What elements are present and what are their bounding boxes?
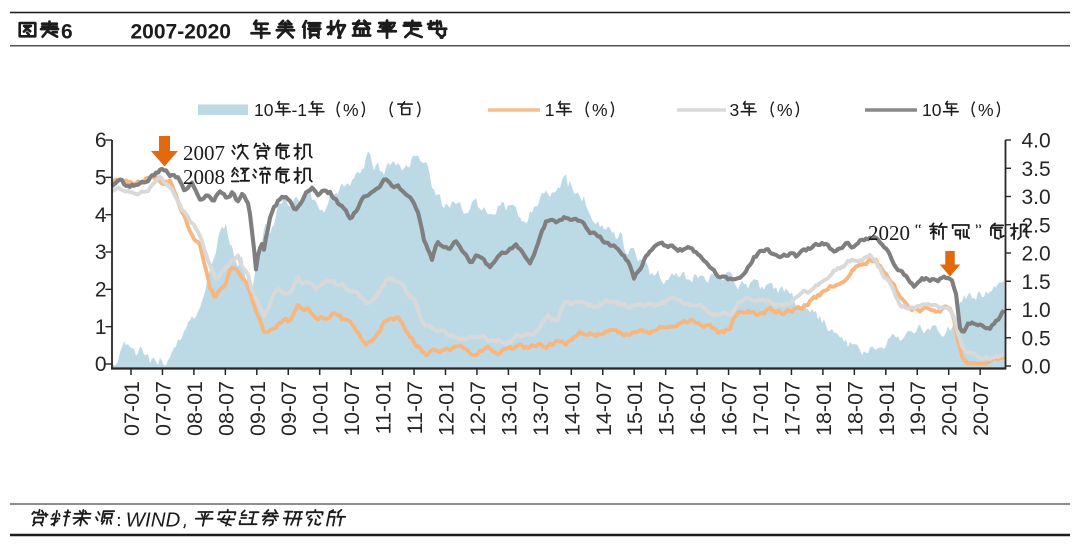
svg-text:11-01: 11-01 (372, 381, 396, 434)
svg-text:18-07: 18-07 (843, 381, 867, 436)
svg-text:1.5: 1.5 (1022, 271, 1051, 294)
svg-text:3.0: 3.0 (1022, 186, 1051, 209)
svg-text:1: 1 (545, 100, 555, 120)
svg-text:2007: 2007 (183, 141, 225, 165)
svg-text:1.0: 1.0 (1022, 299, 1051, 322)
svg-text:13-07: 13-07 (529, 381, 553, 436)
svg-text:%: % (592, 100, 608, 120)
svg-text:07-07: 07-07 (151, 381, 175, 436)
svg-text:2: 2 (95, 279, 107, 302)
svg-text:11-07: 11-07 (403, 381, 427, 434)
svg-text:15-01: 15-01 (623, 381, 647, 436)
svg-text:20-07: 20-07 (969, 381, 993, 436)
svg-text:10: 10 (254, 100, 274, 120)
svg-text:0: 0 (95, 353, 107, 376)
svg-text:12-07: 12-07 (466, 381, 490, 436)
svg-text:19-07: 19-07 (906, 381, 930, 436)
svg-text:14-07: 14-07 (592, 381, 616, 436)
svg-text:6: 6 (61, 21, 73, 44)
svg-text:0.0: 0.0 (1022, 356, 1051, 379)
svg-text:3.5: 3.5 (1022, 158, 1051, 181)
svg-text:2008: 2008 (183, 165, 225, 189)
svg-text:20-01: 20-01 (938, 381, 962, 436)
svg-text:2007-2020: 2007-2020 (131, 21, 231, 44)
svg-text:07-01: 07-01 (120, 381, 144, 436)
svg-text:%: % (777, 100, 793, 120)
svg-text:17-07: 17-07 (780, 381, 804, 436)
svg-text:12-01: 12-01 (435, 381, 459, 436)
svg-text:0.5: 0.5 (1022, 327, 1051, 350)
svg-text:08-07: 08-07 (214, 381, 238, 436)
svg-text:18-01: 18-01 (812, 381, 836, 436)
svg-text:14-01: 14-01 (560, 381, 584, 436)
svg-text:10: 10 (922, 100, 942, 120)
svg-text:5: 5 (95, 167, 107, 190)
svg-text:15-07: 15-07 (655, 381, 679, 436)
svg-text:10-01: 10-01 (309, 381, 333, 436)
svg-text:13-01: 13-01 (497, 381, 521, 436)
svg-text:2.0: 2.0 (1022, 243, 1051, 266)
svg-text:09-07: 09-07 (277, 381, 301, 436)
svg-text:4.0: 4.0 (1022, 130, 1051, 153)
svg-text:2.5: 2.5 (1022, 214, 1051, 237)
svg-text:-1: -1 (291, 100, 307, 120)
svg-text:1: 1 (95, 316, 107, 339)
svg-text:19-01: 19-01 (875, 381, 899, 436)
svg-text:2020: 2020 (868, 221, 910, 245)
svg-text:3: 3 (95, 241, 107, 264)
svg-text:08-01: 08-01 (183, 381, 207, 436)
svg-text:16-01: 16-01 (686, 381, 710, 436)
svg-text:16-07: 16-07 (718, 381, 742, 436)
svg-text:WIND: WIND (126, 509, 181, 532)
svg-text:10-07: 10-07 (340, 381, 364, 436)
svg-text:%: % (343, 100, 359, 120)
svg-text:09-01: 09-01 (246, 381, 270, 436)
svg-text:4: 4 (95, 204, 107, 227)
svg-text:17-01: 17-01 (749, 381, 773, 436)
svg-text:6: 6 (95, 129, 107, 152)
svg-text:3: 3 (730, 100, 740, 120)
svg-text:%: % (978, 100, 994, 120)
